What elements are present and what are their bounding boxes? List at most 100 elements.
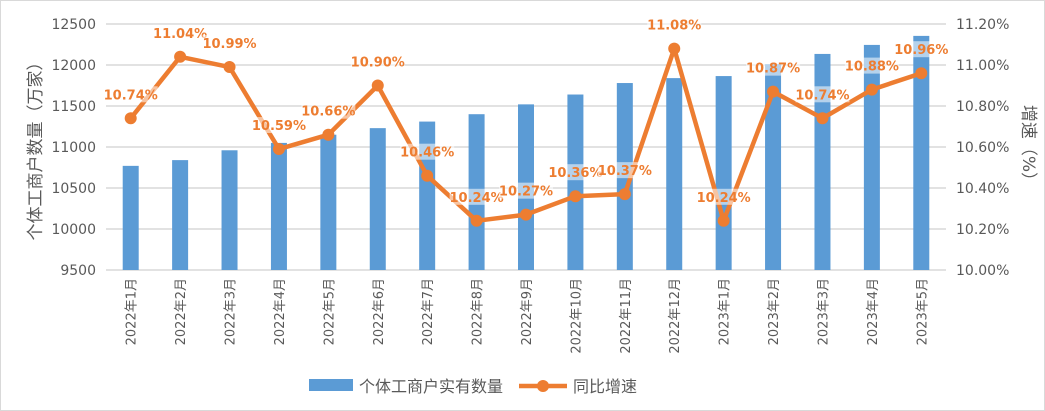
x-tick-label: 2022年6月 (372, 278, 387, 345)
y-axis-title: 个体工商户数量（万家） (26, 54, 46, 241)
bar (122, 165, 139, 270)
line-point (668, 42, 681, 55)
line-point (717, 214, 730, 227)
data-label-bg (647, 16, 702, 33)
data-label-bg (844, 57, 899, 74)
data-label-bg (400, 143, 455, 160)
legend-label: 个体工商户实有数量 (359, 377, 503, 396)
x-tick-label: 2023年4月 (866, 278, 881, 345)
y-tick-label: 10500 (51, 181, 96, 197)
x-tick-label: 2022年12月 (668, 278, 683, 354)
data-label: 10.99% (202, 37, 256, 52)
x-tick-label: 2023年3月 (816, 278, 831, 345)
y2-tick-label: 11.00% (956, 58, 1009, 74)
bar (369, 128, 386, 270)
data-label: 10.24% (450, 191, 504, 206)
x-tick-label: 2022年7月 (421, 278, 436, 345)
y-tick-label: 9500 (60, 263, 96, 279)
line-point (272, 143, 285, 156)
data-label: 10.59% (252, 119, 306, 134)
data-label: 10.96% (894, 43, 948, 58)
x-tick-label: 2022年1月 (125, 278, 140, 345)
data-label: 11.04% (153, 27, 207, 42)
y2-tick-label: 10.40% (956, 181, 1009, 197)
x-tick-label: 2022年2月 (174, 278, 189, 345)
y-tick-label: 11000 (51, 140, 96, 156)
x-tick-label: 2022年8月 (471, 278, 486, 345)
y2-axis-title: 增速（%） (1018, 105, 1038, 189)
y-tick-label: 11500 (51, 99, 96, 115)
data-label-bg (746, 59, 801, 76)
data-label: 11.08% (647, 19, 701, 34)
bar (666, 78, 683, 271)
data-label: 10.27% (499, 185, 553, 200)
line-point (767, 85, 780, 98)
line-point (865, 83, 878, 96)
y-tick-label: 12000 (51, 58, 96, 74)
line-point (618, 188, 631, 201)
bar (715, 76, 732, 270)
data-label-bg (251, 117, 306, 134)
x-tick-label: 2022年5月 (322, 278, 337, 345)
data-label: 10.24% (697, 191, 751, 206)
bar (814, 53, 831, 271)
bar (320, 134, 337, 270)
data-label-bg (449, 188, 504, 205)
data-label: 10.36% (548, 166, 602, 181)
data-label: 10.87% (746, 62, 800, 77)
line-point (124, 112, 137, 125)
y2-tick-label: 10.60% (956, 140, 1009, 156)
data-label-bg (153, 24, 208, 41)
line-point (520, 208, 532, 221)
x-tick-label: 2022年3月 (224, 278, 239, 345)
data-label-bg (103, 86, 158, 103)
legend-bar-swatch (309, 379, 353, 391)
data-label-bg (696, 188, 751, 205)
x-tick-label: 2023年1月 (718, 278, 733, 345)
x-tick-label: 2023年2月 (767, 278, 782, 345)
data-label-bg (548, 164, 603, 181)
bar (567, 94, 584, 271)
data-label-bg (202, 35, 257, 52)
line-point (174, 50, 187, 63)
bar (172, 160, 189, 270)
y-tick-label: 12500 (51, 17, 96, 33)
line-point (816, 112, 829, 125)
line-point (470, 214, 483, 227)
bar (863, 44, 880, 270)
y2-tick-label: 11.20% (956, 17, 1009, 33)
data-label-bg (795, 86, 850, 103)
y2-tick-label: 10.00% (956, 263, 1009, 279)
bar (765, 64, 782, 271)
line-point (421, 169, 434, 182)
x-tick-label: 2023年5月 (915, 278, 930, 345)
bar (221, 150, 238, 270)
bar (270, 142, 287, 270)
data-label-bg (499, 182, 553, 199)
data-label: 10.37% (598, 164, 652, 179)
data-label-bg (597, 162, 652, 179)
bar (913, 35, 930, 270)
legend-label: 同比增速 (573, 377, 637, 396)
y2-tick-label: 10.20% (956, 222, 1009, 238)
y2-tick-label: 10.80% (956, 99, 1009, 115)
data-label-bg (894, 41, 949, 58)
data-label-bg (301, 102, 356, 119)
y-tick-label: 10000 (51, 222, 96, 238)
line-point (371, 79, 384, 92)
data-label: 10.46% (400, 146, 454, 161)
data-label: 10.74% (104, 88, 158, 103)
data-label: 10.74% (795, 88, 849, 103)
line-point (915, 67, 928, 80)
x-tick-label: 2022年10月 (569, 278, 584, 354)
legend-line-marker (537, 380, 549, 392)
line-point (322, 128, 335, 141)
data-label: 10.66% (301, 105, 355, 120)
data-label: 10.90% (351, 56, 405, 71)
x-tick-label: 2022年9月 (520, 278, 535, 345)
data-label-bg (350, 53, 405, 70)
x-tick-label: 2022年11月 (619, 278, 634, 354)
data-label: 10.88% (845, 60, 899, 75)
